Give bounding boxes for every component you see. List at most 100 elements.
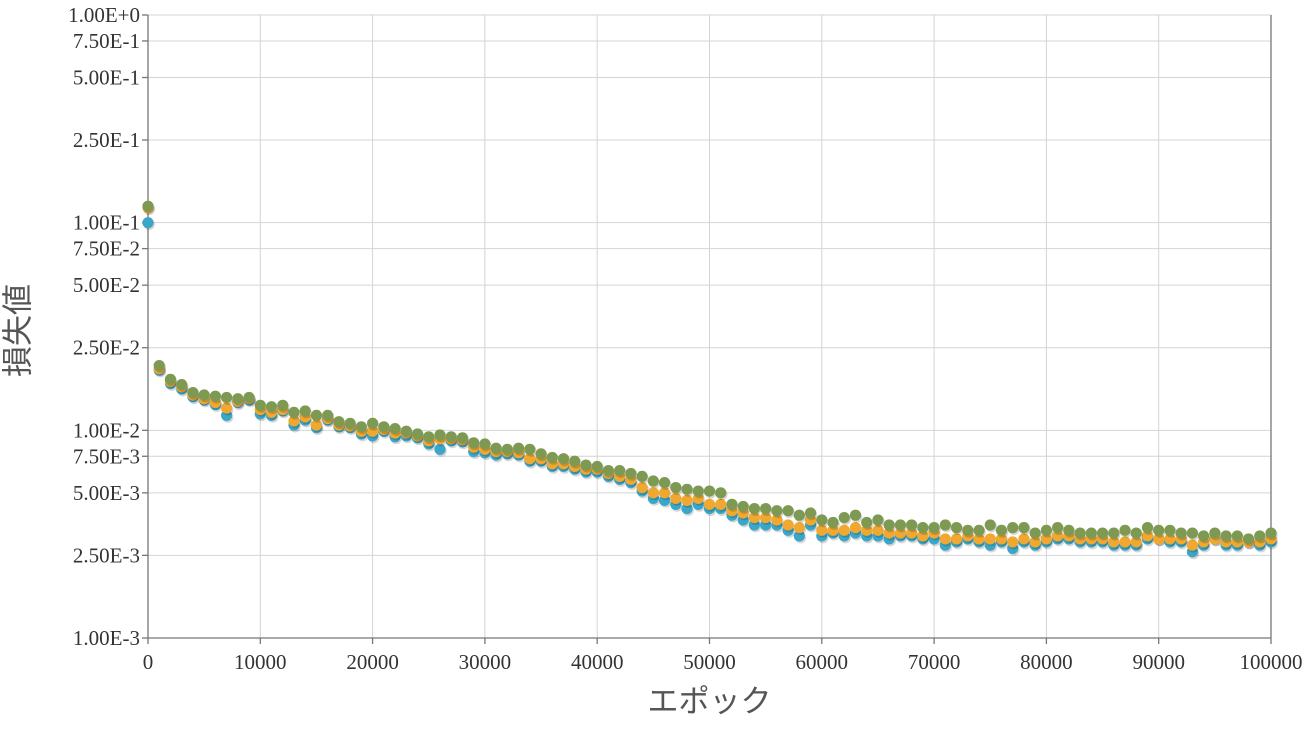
data-point (591, 460, 603, 473)
x-tick-label: 0 (143, 650, 154, 674)
data-point (883, 519, 895, 531)
data-point (984, 519, 996, 531)
data-point (232, 393, 244, 405)
data-point (1198, 530, 1210, 542)
data-point (322, 409, 334, 422)
data-point (906, 527, 918, 539)
data-point (861, 524, 873, 536)
data-point (221, 391, 233, 404)
data-point (198, 389, 210, 401)
data-point (793, 509, 805, 521)
y-tick-label: 1.00E-1 (73, 211, 140, 235)
data-point (861, 516, 873, 529)
data-point (917, 530, 929, 542)
data-point (1119, 536, 1131, 548)
y-tick-label: 7.50E-3 (73, 444, 140, 468)
axes (142, 14, 1272, 644)
data-point (1040, 533, 1052, 545)
data-point (1220, 530, 1232, 542)
y-tick-label: 7.50E-1 (73, 29, 140, 53)
data-point (793, 530, 805, 542)
data-point (423, 431, 435, 443)
data-point (1040, 524, 1052, 536)
data-point (378, 421, 390, 433)
data-point (636, 470, 648, 483)
data-point (389, 422, 401, 435)
data-point (726, 498, 738, 510)
data-point (872, 514, 884, 526)
y-tick-label: 1.00E+0 (68, 3, 140, 27)
data-point (872, 524, 884, 536)
data-point (243, 391, 255, 404)
data-point (288, 406, 300, 418)
data-point (434, 429, 446, 441)
data-point (265, 401, 278, 413)
data-point (715, 498, 727, 510)
data-point (221, 402, 233, 414)
data-point (1175, 527, 1187, 539)
data-point (962, 524, 974, 536)
data-point (310, 419, 323, 431)
data-point (883, 527, 895, 539)
x-tick-label: 50000 (683, 650, 736, 674)
x-tick-label: 20000 (346, 650, 399, 674)
y-tick-label: 1.00E-3 (73, 626, 140, 650)
data-point (209, 390, 221, 402)
data-point (771, 514, 783, 526)
data-point (793, 522, 805, 534)
data-point (1018, 533, 1030, 545)
data-point (849, 522, 862, 534)
data-point (1186, 539, 1198, 551)
data-point (760, 502, 772, 515)
data-point (782, 505, 794, 517)
data-point (670, 492, 682, 505)
data-point (1029, 527, 1041, 539)
data-point (310, 409, 323, 422)
data-point (771, 505, 783, 517)
data-point (894, 519, 907, 531)
y-tick-label: 2.50E-2 (73, 336, 140, 360)
data-point (681, 494, 693, 506)
data-point (681, 502, 693, 515)
data-point (580, 459, 592, 471)
y-tick-label: 2.50E-3 (73, 543, 140, 567)
data-point (164, 373, 177, 385)
data-point (939, 519, 951, 531)
data-point (1007, 536, 1019, 548)
data-point (636, 481, 648, 494)
data-point (153, 359, 165, 372)
data-point (658, 477, 671, 489)
data-point (670, 481, 682, 494)
data-point (1074, 527, 1086, 539)
data-point (535, 448, 547, 460)
data-point (748, 511, 761, 524)
data-point (1119, 524, 1131, 536)
data-point (647, 487, 659, 499)
data-point (995, 533, 1008, 545)
y-tick-label: 7.50E-2 (73, 237, 140, 261)
data-point (647, 475, 659, 487)
data-point (367, 417, 379, 429)
x-tick-label: 30000 (459, 650, 512, 674)
data-point (939, 533, 951, 545)
data-point (288, 415, 300, 427)
data-point (1085, 527, 1097, 539)
data-point (176, 379, 188, 391)
data-point (1141, 530, 1154, 542)
data-point (917, 522, 929, 534)
y-tick-label: 5.00E-1 (73, 66, 140, 90)
data-point (748, 502, 761, 515)
data-point (142, 217, 154, 229)
data-point (827, 516, 839, 529)
data-point (468, 437, 480, 449)
data-point (950, 522, 963, 534)
data-point (906, 519, 918, 531)
data-point (187, 386, 199, 399)
data-point (456, 432, 469, 444)
data-point (973, 524, 985, 536)
data-point (524, 443, 536, 455)
x-axis-title: エポック (648, 684, 772, 720)
data-point (928, 522, 940, 534)
data-point (816, 514, 828, 526)
data-point (445, 431, 457, 443)
